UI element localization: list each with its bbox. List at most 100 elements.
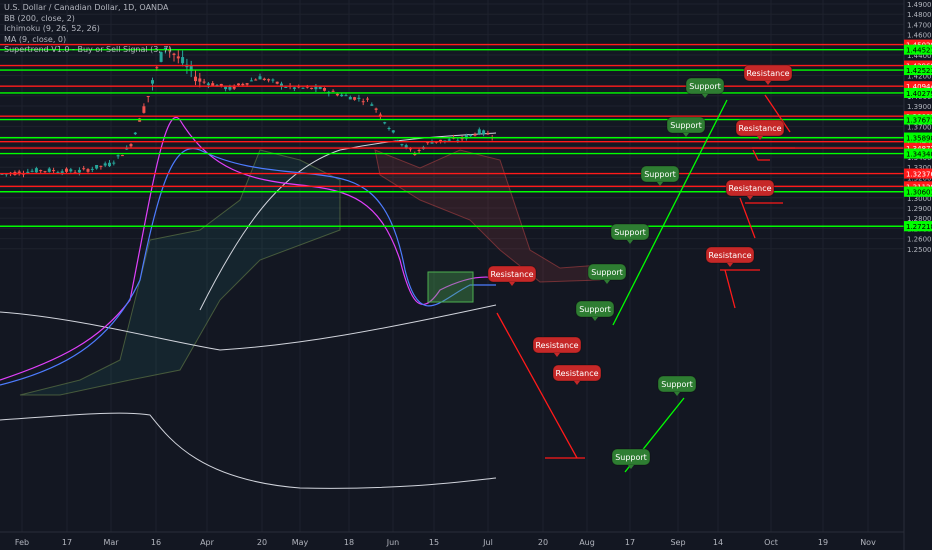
y-tick-label: 1.28000	[907, 215, 932, 223]
candle-body	[245, 83, 249, 85]
candle-body	[340, 94, 344, 97]
projection-line	[739, 197, 756, 239]
candle-body	[86, 169, 90, 172]
candle-body	[331, 90, 335, 92]
support-price-label: 1.27218	[906, 223, 932, 231]
candle-body	[439, 139, 443, 142]
candle-body	[202, 81, 206, 83]
projection-lines	[496, 94, 795, 473]
support-price-label: 1.40279	[906, 90, 932, 98]
bb-lower-line	[0, 412, 497, 489]
candle-body	[99, 165, 103, 167]
candle-body	[344, 95, 348, 97]
candle-body	[181, 57, 185, 64]
bollinger-bands	[0, 117, 497, 489]
resistance-bubble-tail	[574, 381, 580, 385]
candle-body	[447, 139, 451, 141]
support-price-tag	[904, 132, 932, 143]
x-tick-label: 20	[538, 538, 548, 547]
candle-body	[120, 155, 124, 157]
y-tick-label: 1.37000	[907, 123, 932, 131]
projection-line	[496, 312, 585, 459]
candle-body	[0, 173, 4, 175]
candle-body	[17, 171, 21, 175]
legend-bb: BB (200, close, 2)	[4, 13, 75, 23]
candle-body	[417, 150, 421, 152]
candle-body	[353, 97, 357, 100]
consolidation-box	[427, 271, 474, 303]
candle-body	[26, 171, 30, 174]
x-tick-label: Mar	[103, 538, 119, 547]
candle-body	[396, 140, 400, 142]
candle-body	[314, 86, 318, 90]
supertrend-line	[0, 148, 496, 386]
resistance-bubble-tail	[765, 81, 771, 85]
support-bubble-text: Support	[591, 268, 623, 277]
candle-body	[112, 162, 116, 164]
support-price-tag	[904, 186, 932, 197]
candle-body	[241, 83, 245, 86]
candle-body	[194, 76, 197, 82]
x-tick-label: 18	[344, 538, 354, 547]
y-tick-label: 1.44000	[907, 52, 932, 60]
candle-body	[129, 144, 133, 147]
x-tick-label: Jun	[386, 538, 400, 547]
resistance-bubble-text: Resistance	[746, 69, 789, 78]
candle-body	[142, 106, 146, 113]
grid-lines	[0, 0, 904, 532]
candle-body	[477, 129, 481, 135]
candle-body	[43, 171, 47, 173]
candle-body	[413, 153, 417, 156]
y-tick-label: 1.25000	[907, 246, 932, 254]
legend-ichimoku: Ichimoku (9, 26, 52, 26)	[4, 24, 100, 33]
candle-body	[409, 148, 412, 150]
price-axis[interactable]: 1.490001.480001.470001.460001.450001.440…	[903, 0, 932, 550]
support-bubble-tail	[628, 465, 634, 469]
candle-body	[280, 83, 283, 87]
support-bubble-text: Support	[579, 305, 611, 314]
candle-body	[426, 142, 430, 144]
x-tick-label: Apr	[200, 538, 215, 547]
candle-body	[361, 101, 365, 103]
x-tick-label: May	[292, 538, 309, 547]
x-tick-label: Jul	[482, 538, 493, 547]
candle-body	[249, 80, 253, 82]
support-bubble-tail	[627, 240, 633, 244]
support-bubble-text: Support	[670, 121, 702, 130]
resistance-bubble-tail	[757, 136, 763, 140]
support-bubble-text: Support	[615, 453, 647, 462]
support-bubble-tail	[657, 182, 663, 186]
candle-body	[258, 76, 262, 80]
y-tick-label: 1.26000	[907, 236, 932, 244]
candle-body	[232, 85, 236, 89]
candle-body	[430, 141, 434, 144]
support-price-label: 1.34340	[906, 151, 932, 159]
candle-body	[73, 172, 77, 174]
x-tick-label: 19	[818, 538, 828, 547]
x-tick-label: Feb	[15, 538, 29, 547]
candle-body	[103, 163, 107, 166]
candle-body	[254, 79, 258, 81]
time-axis[interactable]: Feb 17 Mar 16 Apr 20 May 18 Jun 15 Jul 20 Aug 17 Sep 14…	[0, 531, 904, 547]
candle-body	[400, 144, 404, 146]
x-tick-label: 20	[257, 538, 267, 547]
support-price-tag	[904, 221, 932, 232]
support-price-tag	[904, 65, 932, 76]
y-tick-label: 1.49000	[907, 1, 932, 9]
candle-body	[391, 130, 395, 133]
y-tick-label: 1.39000	[907, 103, 932, 111]
support-bubble-tail	[604, 280, 610, 284]
x-tick-label: 17	[62, 538, 72, 547]
support-price-tag	[904, 44, 932, 55]
candle-body	[357, 97, 361, 99]
candle-body	[52, 170, 56, 172]
legend-symbol: U.S. Dollar / Canadian Dollar, 1D, OANDA	[4, 3, 169, 12]
candle-body	[159, 52, 163, 62]
candle-body	[90, 168, 94, 170]
candle-body	[219, 83, 223, 87]
candle-body	[469, 134, 473, 137]
legend-ma: MA (9, close, 0)	[4, 34, 67, 44]
